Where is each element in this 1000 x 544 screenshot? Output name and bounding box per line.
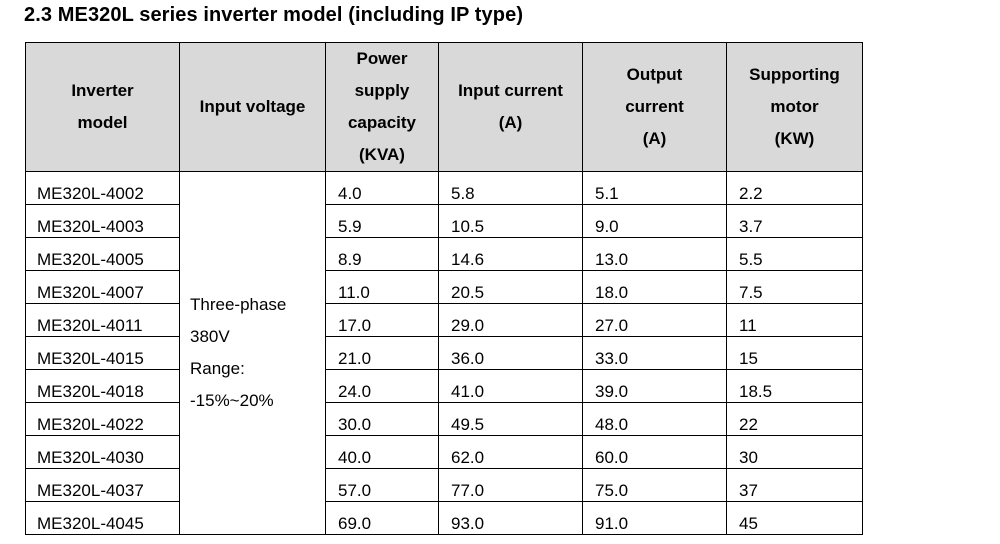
table-row: ME320L-4011 17.0 29.0 27.0 11 (25, 303, 863, 337)
motor-power-cell: 5.5 (726, 237, 863, 271)
output-current-cell: 48.0 (582, 402, 727, 436)
inverter-model-table: Inverter model Input voltage Power supply cap… (25, 42, 863, 535)
header-inverter-model: Inverter model (25, 42, 180, 172)
input-current-cell: 49.5 (438, 402, 583, 436)
model-cell: ME320L-4018 (25, 369, 180, 403)
power-capacity-cell: 8.9 (325, 237, 439, 271)
table-header-row: Inverter model Input voltage Power supply cap… (25, 42, 863, 172)
output-current-cell: 33.0 (582, 336, 727, 370)
table-row: ME320L-4005 8.9 14.6 13.0 5.5 (25, 237, 863, 271)
input-current-cell: 14.6 (438, 237, 583, 271)
motor-power-cell: 18.5 (726, 369, 863, 403)
input-voltage-line: Three-phase (190, 295, 287, 314)
header-text-line: Inverter (71, 81, 134, 100)
table-row: ME320L-4003 5.9 10.5 9.0 3.7 (25, 204, 863, 238)
output-current-cell: 5.1 (582, 171, 727, 205)
table-row: ME320L-4030 40.0 62.0 60.0 30 (25, 435, 863, 469)
header-input-voltage: Input voltage (179, 42, 326, 172)
input-voltage-line: Range: (190, 359, 245, 378)
power-capacity-cell: 69.0 (325, 501, 439, 535)
motor-power-cell: 7.5 (726, 270, 863, 304)
input-voltage-line: 380V (190, 327, 230, 346)
motor-power-cell: 15 (726, 336, 863, 370)
input-current-cell: 77.0 (438, 468, 583, 502)
model-cell: ME320L-4045 (25, 501, 180, 535)
output-current-cell: 60.0 (582, 435, 727, 469)
header-text-line: model (77, 113, 128, 132)
power-capacity-cell: 4.0 (325, 171, 439, 205)
input-current-cell: 20.5 (438, 270, 583, 304)
table-row: ME320L-4018 24.0 41.0 39.0 18.5 (25, 369, 863, 403)
motor-power-cell: 3.7 (726, 204, 863, 238)
power-capacity-cell: 11.0 (325, 270, 439, 304)
power-capacity-cell: 40.0 (325, 435, 439, 469)
output-current-cell: 18.0 (582, 270, 727, 304)
table-row: ME320L-4045 69.0 93.0 91.0 45 (25, 501, 863, 535)
motor-power-cell: 11 (726, 303, 863, 337)
power-capacity-cell: 21.0 (325, 336, 439, 370)
motor-power-cell: 30 (726, 435, 863, 469)
input-current-cell: 29.0 (438, 303, 583, 337)
header-text-line: (A) (498, 113, 523, 132)
input-current-cell: 5.8 (438, 171, 583, 205)
header-text-line: Input current (458, 81, 563, 100)
table-body: ME320L-4002 Three-phase 380V Range: -15%~20%… (25, 171, 863, 535)
header-text-line: (KVA) (359, 145, 405, 164)
input-current-cell: 10.5 (438, 204, 583, 238)
header-text-line: Input voltage (199, 97, 306, 116)
header-input-current: Input current (A) (438, 42, 583, 172)
header-power-supply-capacity: Power supply capacity (KVA) (325, 42, 439, 172)
table-row: ME320L-4037 57.0 77.0 75.0 37 (25, 468, 863, 502)
header-text-line: motor (770, 97, 819, 116)
motor-power-cell: 37 (726, 468, 863, 502)
input-current-cell: 62.0 (438, 435, 583, 469)
power-capacity-cell: 57.0 (325, 468, 439, 502)
table-row: ME320L-4007 11.0 20.5 18.0 7.5 (25, 270, 863, 304)
output-current-cell: 9.0 (582, 204, 727, 238)
model-cell: ME320L-4003 (25, 204, 180, 238)
model-cell: ME320L-4022 (25, 402, 180, 436)
header-text-line: supply (354, 81, 410, 100)
model-cell: ME320L-4005 (25, 237, 180, 271)
power-capacity-cell: 24.0 (325, 369, 439, 403)
header-text-line: current (625, 97, 684, 116)
power-capacity-cell: 30.0 (325, 402, 439, 436)
power-capacity-cell: 17.0 (325, 303, 439, 337)
power-capacity-cell: 5.9 (325, 204, 439, 238)
motor-power-cell: 45 (726, 501, 863, 535)
model-cell: ME320L-4030 (25, 435, 180, 469)
header-text-line: Power (356, 49, 408, 68)
header-text-line: Supporting (749, 65, 840, 84)
input-current-cell: 36.0 (438, 336, 583, 370)
motor-power-cell: 2.2 (726, 171, 863, 205)
input-voltage-cell: Three-phase 380V Range: -15%~20% (179, 171, 326, 535)
input-voltage-line: -15%~20% (190, 391, 274, 410)
model-cell: ME320L-4015 (25, 336, 180, 370)
header-output-current: Output current (A) (582, 42, 727, 172)
header-text-line: (KW) (774, 129, 815, 148)
model-cell: ME320L-4002 (25, 171, 180, 205)
motor-power-cell: 22 (726, 402, 863, 436)
table-row: ME320L-4002 Three-phase 380V Range: -15%~20%… (25, 171, 863, 535)
header-text-line: Output (626, 65, 683, 84)
table-row: ME320L-4015 21.0 36.0 33.0 15 (25, 336, 863, 370)
output-current-cell: 75.0 (582, 468, 727, 502)
output-current-cell: 39.0 (582, 369, 727, 403)
page-title: 2.3 ME320L series inverter model (includ… (24, 4, 524, 26)
output-current-cell: 91.0 (582, 501, 727, 535)
output-current-cell: 27.0 (582, 303, 727, 337)
header-supporting-motor: Supporting motor (KW) (726, 42, 863, 172)
header-text-line: (A) (642, 129, 667, 148)
model-cell: ME320L-4007 (25, 270, 180, 304)
header-text-line: capacity (347, 113, 417, 132)
table-row: ME320L-4022 30.0 49.5 48.0 22 (25, 402, 863, 436)
model-cell: ME320L-4037 (25, 468, 180, 502)
output-current-cell: 13.0 (582, 237, 727, 271)
model-cell: ME320L-4011 (25, 303, 180, 337)
input-current-cell: 93.0 (438, 501, 583, 535)
input-current-cell: 41.0 (438, 369, 583, 403)
